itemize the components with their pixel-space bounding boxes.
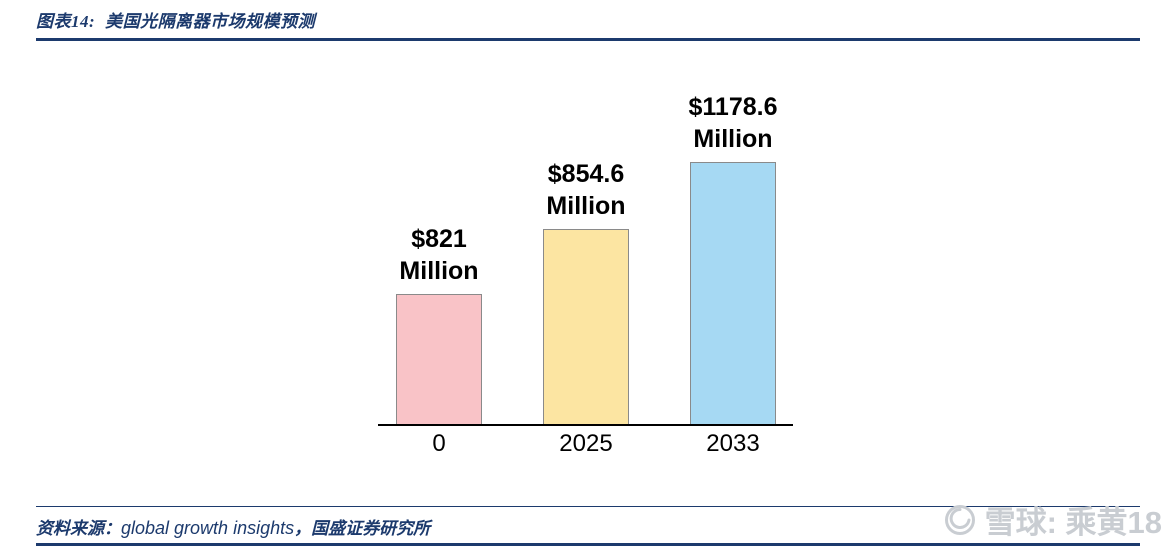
bar-value-label-line: $821: [411, 225, 467, 253]
bar-value-label-line: Million: [546, 192, 626, 220]
figure-title-text: 美国光隔离器市场规模预测: [105, 12, 316, 31]
snowball-logo-icon: [944, 504, 975, 535]
tick-label: 0: [432, 430, 446, 457]
bar-value-label: $821 Million: [399, 223, 478, 287]
tick-label: 2033: [706, 430, 760, 457]
bar-value-label-line: $1178.6: [688, 93, 778, 121]
page-title: 图表14: 美国光隔离器市场规模预测: [36, 7, 1140, 32]
bar-value-label: $854.6 Million: [546, 158, 625, 222]
x-axis-line: [378, 424, 793, 426]
bar-column: $821 Million: [396, 223, 482, 424]
bar-chart: $821 Million $854.6 Million $1178.6 Million: [396, 58, 778, 424]
bar-column: $1178.6 Million: [689, 91, 778, 424]
bar-value-label: $1178.6 Million: [689, 91, 778, 155]
bar-value-label-line: Million: [399, 257, 479, 285]
bar-rect: [690, 162, 776, 424]
bar-value-label-line: $854.6: [547, 160, 625, 188]
footer-divider-bottom: [36, 543, 1140, 546]
figure-number-label: 图表14:: [36, 12, 96, 31]
tick-label: 2025: [559, 430, 613, 457]
bar-value-label-line: Million: [693, 125, 773, 153]
watermark-text: 雪球: 乘黄18: [984, 505, 1162, 540]
title-divider: [36, 38, 1140, 41]
bar-column: $854.6 Million: [543, 158, 629, 424]
x-axis-ticks: 0 2025 2033: [396, 430, 776, 458]
bar-rect: [543, 229, 629, 424]
source-suffix: ，国盛证券研究所: [294, 519, 431, 538]
footer-divider-top: [36, 506, 1140, 507]
source-name-en: global growth insights: [121, 518, 295, 538]
watermark: 雪球: 乘黄18: [943, 497, 1162, 542]
bar-rect: [396, 294, 482, 424]
source-note: 资料来源：global growth insights，国盛证券研究所: [36, 514, 430, 539]
source-prefix: 资料来源：: [36, 519, 121, 538]
